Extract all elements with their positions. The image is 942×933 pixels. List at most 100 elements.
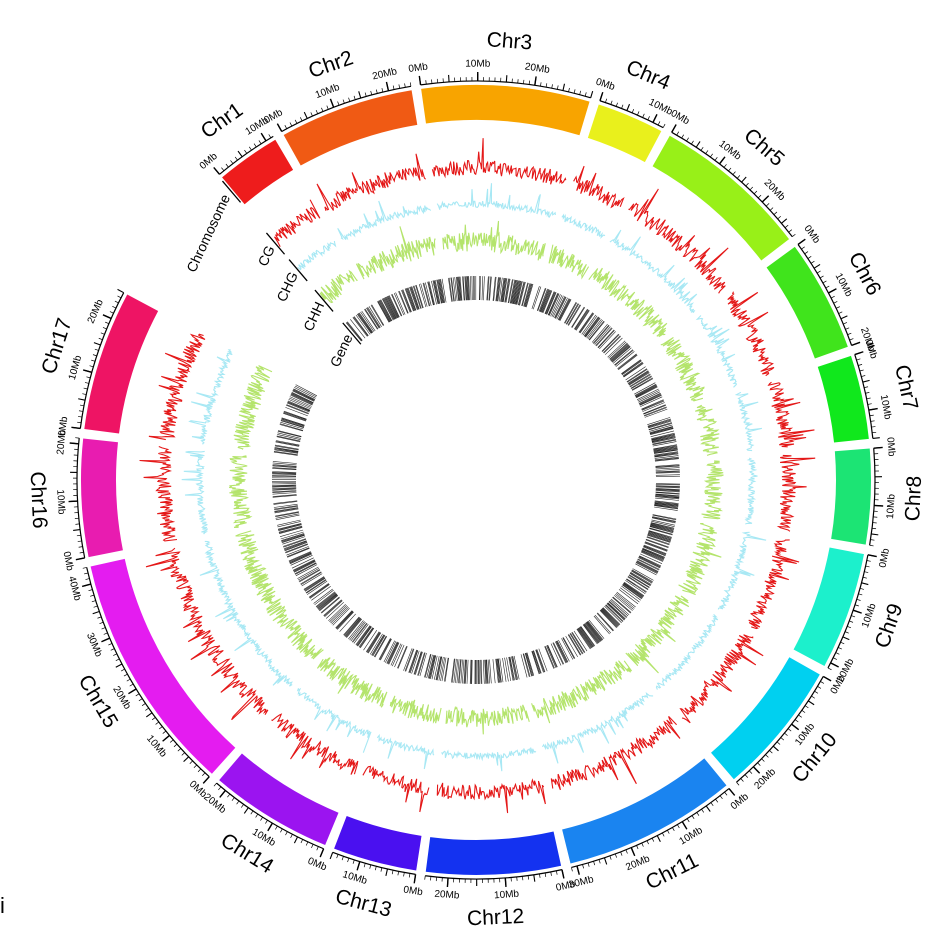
tick-mark [582,864,584,869]
tick-mark [842,636,850,641]
tick-mark [158,726,163,730]
major-tick [418,75,422,85]
tick-label: 20Mb [434,889,460,902]
chromosome-segment-chr6 [766,246,848,359]
track-label-chh: CHH [300,299,327,333]
tick-mark [801,246,805,250]
tick-mark [804,251,809,255]
tick-mark [85,578,90,580]
chromosome-label: Chr3 [486,28,533,54]
tick-mark [79,404,85,407]
tick-mark [626,103,631,111]
tick-label: 0Mb [669,108,692,127]
tick-label: 0Mb [863,338,880,360]
tick-mark [736,175,741,179]
tick-label: 0Mb [198,151,220,172]
tick-mark [213,782,217,787]
tick-mark [528,80,530,85]
tick-mark [691,140,694,145]
tick-label: 20Mb [86,298,106,326]
tick-mark [102,327,107,330]
tick-mark [614,853,617,858]
tick-mark [109,311,114,314]
major-tick [504,877,507,887]
tick-mark [845,327,850,330]
tick-mark [341,856,344,861]
tick-label: 30Mb [84,631,104,659]
tick-mark [819,275,824,279]
tick-mark [827,667,832,671]
tick-mark [99,621,104,624]
tick-mark [603,857,608,865]
tick-mark [88,589,93,592]
tick-mark [284,125,288,129]
tick-mark [183,756,190,763]
tick-mark [120,668,125,672]
tick-mark [255,813,259,818]
tick-mark [637,111,640,116]
tick-mark [724,791,728,796]
chromosome-label: Chr13 [333,885,394,922]
tick-label: 10Mb [860,602,879,630]
tick-mark [715,798,719,803]
tick-mark [294,119,298,124]
tick-mark [329,852,334,860]
tick-mark [710,802,714,806]
major-tick [671,124,677,133]
tick-mark [300,117,303,122]
tick-mark [404,83,406,88]
tick-mark [103,632,108,635]
tick-baseline [86,567,210,778]
tick-mark [397,871,399,876]
tick-baseline [797,244,853,346]
tick-mark [202,772,206,777]
tick-mark [866,560,871,562]
major-tick [71,426,81,430]
tick-mark [847,332,852,335]
chromosome-label: Chr7 [890,363,922,412]
tick-mark [155,721,160,725]
tick-mark [672,827,675,832]
major-tick [630,847,636,857]
tick-mark [280,828,283,833]
major-tick [446,877,449,888]
major-tick [276,123,283,132]
tick-mark [243,807,249,814]
tick-mark [804,705,809,709]
track-label-cg: CG [255,243,278,269]
tick-mark [676,131,680,136]
tick-mark [290,834,293,838]
tick-mark [556,870,558,875]
tick-mark [364,92,367,97]
tick-mark [82,393,87,395]
major-tick [82,369,92,374]
tick-mark [540,82,542,87]
chromosome-segment-chr17 [84,294,159,434]
tick-mark [363,863,366,868]
track-axis [314,289,334,312]
tick-mark [813,263,821,269]
tick-mark [82,567,87,569]
chromosome-label: Chr2 [306,46,357,83]
tick-mark [91,359,96,362]
tick-baseline [854,354,874,439]
tick-mark [73,529,81,532]
tick-label: 10Mb [678,825,705,848]
tick-mark [621,104,624,109]
tick-label: 20Mb [371,66,398,82]
tick-mark [847,625,852,629]
tick-mark [545,83,548,88]
tick-mark [250,810,254,815]
tick-baseline [420,80,591,99]
tick-label: 10Mb [494,889,520,902]
tick-mark [392,85,395,90]
tick-mark [326,105,329,110]
tick-mark [835,652,840,655]
tick-mark [91,600,96,603]
tick-mark [135,693,140,697]
major-tick [267,822,274,832]
tick-mark [822,280,827,284]
tick-mark [225,163,229,168]
tick-mark [138,698,143,702]
